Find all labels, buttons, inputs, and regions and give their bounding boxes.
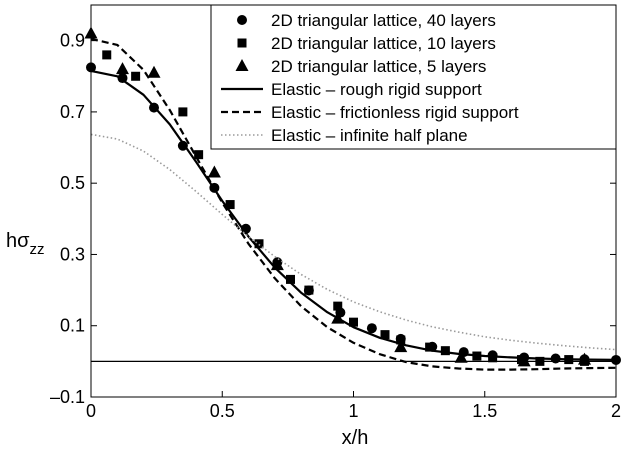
data-point (304, 285, 314, 295)
data-point (366, 323, 377, 334)
data-point (147, 65, 161, 78)
series-line (90, 133, 617, 351)
data-point (333, 301, 343, 311)
axes: 0 0.5 1 1.5 2 –0.1 0.1 0.3 0.5 0.7 0.9 (50, 4, 621, 421)
series-line (90, 37, 617, 371)
data-point (178, 107, 188, 117)
data-point (349, 317, 358, 327)
y-tick-label: 0.9 (60, 31, 85, 51)
data-point (454, 350, 468, 363)
legend-label: Elastic – frictionless rigid support (271, 103, 519, 122)
data-point (380, 330, 390, 340)
data-point (194, 150, 204, 160)
data-point (535, 356, 545, 366)
y-axis-label-main: hσ (6, 230, 30, 252)
x-tick-label: 2 (611, 401, 621, 421)
y-tick-label: 0.5 (60, 173, 85, 193)
x-tick-label: 1 (348, 401, 358, 421)
data-point (425, 342, 435, 352)
data-point (225, 200, 235, 210)
legend-marker (237, 38, 247, 48)
series-5 (90, 133, 617, 351)
y-tick-label: 0.3 (60, 244, 85, 264)
series-line (90, 69, 617, 361)
y-axis-label-sub: zz (29, 241, 44, 258)
legend-marker (237, 15, 247, 25)
data-point (440, 346, 450, 356)
x-tick-label: 1.5 (472, 401, 497, 421)
series-3 (90, 69, 617, 361)
legend-box (210, 4, 617, 150)
data-point (116, 62, 129, 75)
y-tick-label: 0.7 (60, 102, 85, 122)
data-point (254, 239, 264, 249)
legend-label: 2D triangular lattice, 5 layers (271, 57, 486, 76)
x-tick-label: 0 (86, 401, 96, 421)
legend-label: 2D triangular lattice, 40 layers (271, 11, 496, 30)
data-point (286, 274, 295, 284)
y-tick-label: 0.1 (60, 316, 85, 336)
y-tick-label: –0.1 (50, 387, 85, 407)
legend-marker (235, 59, 249, 71)
data-point (102, 50, 112, 60)
data-point (488, 353, 498, 363)
data-point (517, 354, 531, 367)
data-point (131, 71, 141, 81)
y-axis-label: hσzz (6, 230, 44, 258)
x-tick-label: 0.5 (210, 401, 235, 421)
series-4 (90, 37, 617, 371)
legend-label: Elastic – infinite half plane (271, 126, 468, 145)
x-axis-label: x/h (342, 427, 369, 449)
data-point (394, 340, 408, 353)
legend: 2D triangular lattice, 40 layers 2D trian… (210, 4, 617, 150)
data-point (207, 165, 221, 178)
data-point (396, 335, 406, 345)
legend-label: 2D triangular lattice, 10 layers (271, 34, 496, 53)
legend-label: Elastic – rough rigid support (271, 80, 482, 99)
